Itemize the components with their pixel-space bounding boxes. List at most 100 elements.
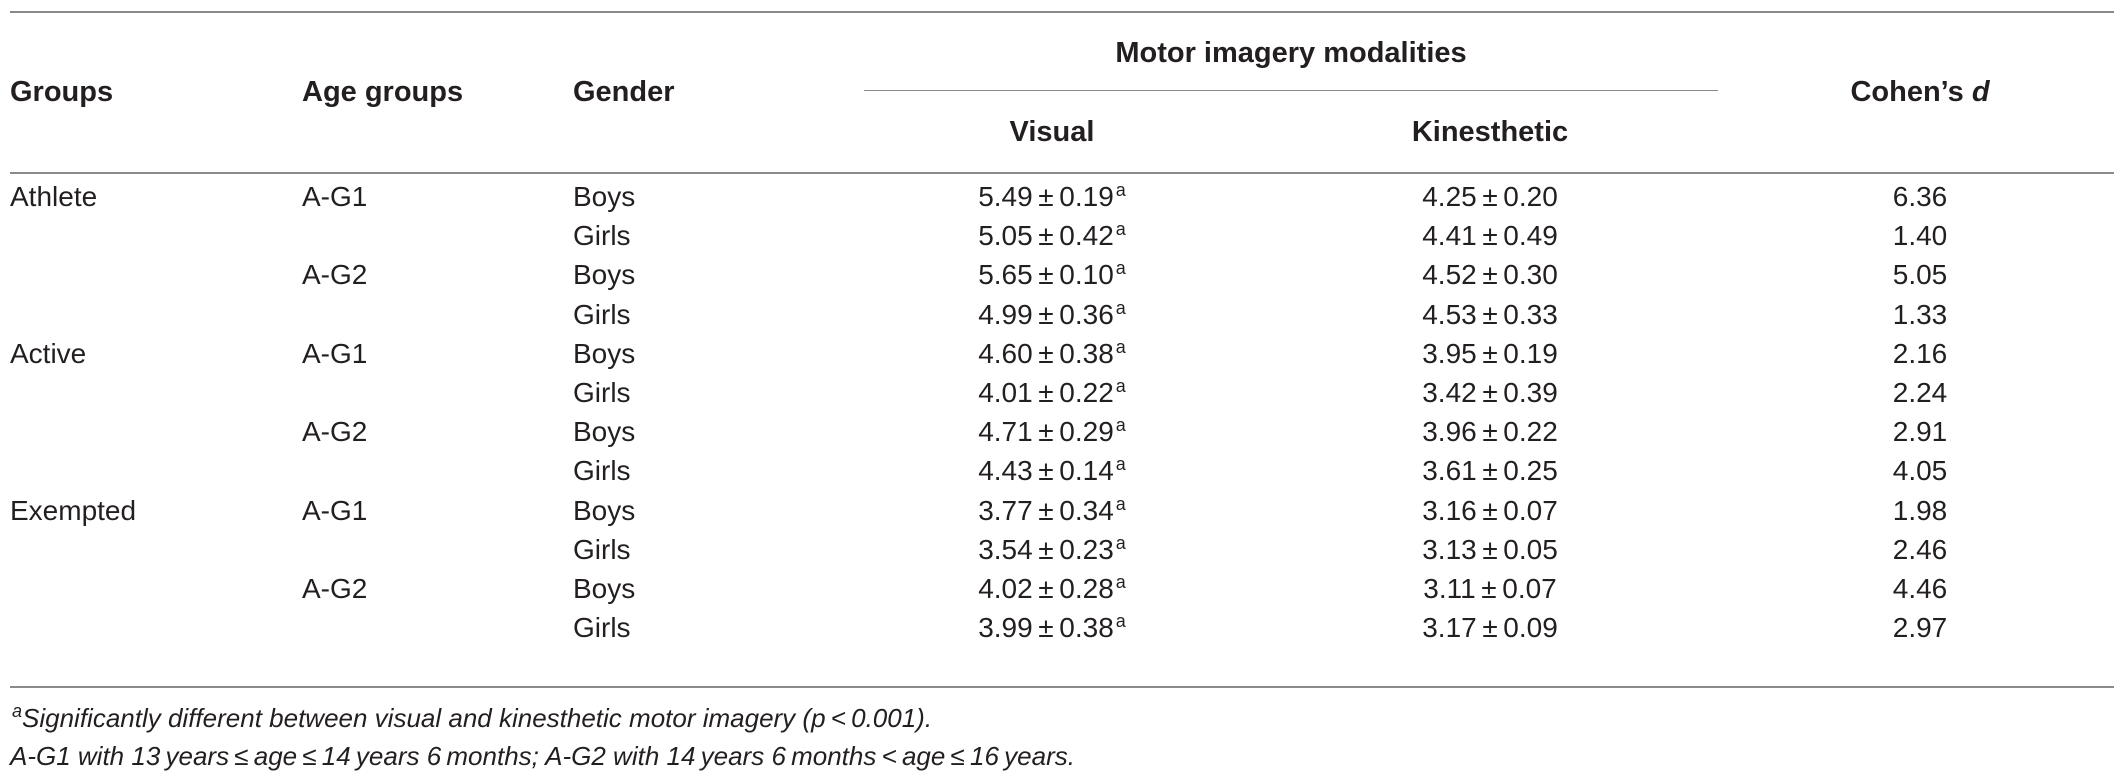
- cell-visual: 5.65 ± 0.10 a: [978, 258, 1126, 292]
- cell-gender-value: Boys: [573, 337, 636, 369]
- cell-cohens-d: 5.05: [1893, 258, 1948, 292]
- cell-gender: Girls: [573, 454, 631, 488]
- cell-visual-value: 4.60 ± 0.38: [978, 337, 1114, 369]
- cell-visual: 3.54 ± 0.23 a: [978, 533, 1126, 567]
- cell-kinesthetic: 3.96 ± 0.22: [1422, 415, 1558, 449]
- cell-gender-value: Boys: [573, 573, 636, 604]
- cell-kinesthetic: 4.53 ± 0.33: [1422, 298, 1558, 332]
- cell-cohens-d-value: 1.98: [1892, 494, 1948, 526]
- significance-marker: a: [1115, 376, 1126, 396]
- cell-kinesthetic-value: 3.42 ± 0.39: [1422, 377, 1558, 408]
- cell-cohens-d-value: 2.97: [1892, 612, 1948, 644]
- cell-cohens-d: 1.33: [1893, 298, 1948, 332]
- cell-group: Exempted: [10, 494, 136, 528]
- cell-cohens-d: 2.91: [1893, 415, 1948, 449]
- cell-cohens-d: 2.16: [1893, 337, 1948, 371]
- cell-group-value: Exempted: [10, 494, 137, 526]
- significance-marker: a: [1115, 611, 1126, 632]
- cell-age-group-value: A-G1: [302, 337, 368, 369]
- cell-age-group: A-G2: [302, 572, 367, 606]
- header-motor-imagery-modalities: Motor imagery modalities: [1115, 37, 1467, 69]
- cell-gender: Boys: [573, 258, 635, 292]
- cell-gender-value: Boys: [573, 416, 636, 448]
- cell-gender: Boys: [573, 572, 635, 606]
- cell-kinesthetic-value: 4.41 ± 0.49: [1422, 220, 1558, 252]
- header-cohens-d-symbol: d: [1971, 76, 1990, 108]
- cell-gender: Boys: [573, 180, 635, 214]
- cell-group: Active: [10, 337, 86, 371]
- cell-visual: 4.60 ± 0.38 a: [978, 337, 1126, 371]
- cell-age-group-value: A-G1: [302, 494, 368, 526]
- cell-kinesthetic-value: 3.11 ± 0.07: [1423, 573, 1557, 604]
- cell-group: Athlete: [10, 180, 97, 214]
- header-age-groups: Age groups: [302, 76, 464, 108]
- cell-gender-value: Boys: [573, 259, 636, 291]
- cell-kinesthetic-value: 3.61 ± 0.25: [1422, 455, 1558, 487]
- cell-cohens-d-value: 1.40: [1892, 220, 1948, 252]
- cell-gender: Boys: [573, 415, 635, 449]
- cell-visual-value: 5.65 ± 0.10: [978, 259, 1114, 291]
- cell-visual-value: 4.43 ± 0.14: [978, 455, 1114, 487]
- cell-visual-value: 4.02 ± 0.28: [978, 573, 1114, 604]
- cell-gender: Girls: [573, 376, 631, 410]
- cell-cohens-d-value: 2.46: [1892, 533, 1948, 565]
- cell-kinesthetic-value: 3.96 ± 0.22: [1422, 416, 1558, 448]
- header-kinesthetic: Kinesthetic: [1411, 116, 1569, 148]
- cell-visual: 4.43 ± 0.14 a: [978, 454, 1126, 488]
- cell-visual: 4.01 ± 0.22 a: [978, 376, 1126, 410]
- significance-marker: a: [1115, 454, 1126, 475]
- footnote-marker: a: [12, 701, 23, 721]
- cell-kinesthetic: 3.95 ± 0.19: [1422, 337, 1558, 371]
- table-bottom-rule: [10, 686, 2114, 688]
- cell-gender-value: Boys: [573, 181, 636, 212]
- cell-cohens-d-value: 6.36: [1892, 181, 1948, 212]
- cell-gender-value: Girls: [573, 455, 631, 487]
- cell-cohens-d: 1.98: [1893, 494, 1948, 528]
- header-span-rule: [864, 90, 1718, 91]
- header-cohens-label: Cohen’s: [1850, 76, 1972, 108]
- cell-gender: Girls: [573, 611, 631, 645]
- significance-marker: a: [1115, 415, 1126, 436]
- significance-marker: a: [1115, 180, 1126, 200]
- cell-age-group: A-G1: [302, 180, 367, 214]
- cell-cohens-d-value: 1.33: [1892, 298, 1948, 330]
- cell-visual: 3.77 ± 0.34 a: [978, 494, 1126, 528]
- cell-kinesthetic: 3.11 ± 0.07: [1423, 572, 1557, 606]
- cell-visual-value: 3.54 ± 0.23: [978, 533, 1114, 565]
- cell-visual: 5.49 ± 0.19 a: [978, 180, 1126, 214]
- cell-cohens-d-value: 4.46: [1892, 573, 1948, 604]
- cell-kinesthetic-value: 3.17 ± 0.09: [1422, 612, 1558, 644]
- significance-marker: a: [1115, 258, 1126, 279]
- cell-group-value: Active: [10, 337, 87, 369]
- cell-kinesthetic: 4.41 ± 0.49: [1422, 219, 1558, 253]
- cell-gender-value: Girls: [573, 298, 631, 330]
- cell-cohens-d: 1.40: [1893, 219, 1948, 253]
- cell-gender: Girls: [573, 219, 631, 253]
- cell-kinesthetic-value: 3.13 ± 0.05: [1422, 533, 1558, 565]
- footnote-significance: aSignificantly different between visual …: [10, 702, 932, 734]
- cell-cohens-d: 2.24: [1893, 376, 1948, 410]
- cell-cohens-d-value: 2.16: [1892, 337, 1948, 369]
- significance-marker: a: [1115, 572, 1126, 592]
- cell-age-group-value: A-G1: [302, 181, 368, 212]
- cell-cohens-d: 4.05: [1893, 454, 1948, 488]
- footnote-significance-text: Significantly different between visual a…: [22, 703, 933, 733]
- cell-age-group-value: A-G2: [302, 573, 368, 604]
- cell-gender: Girls: [573, 533, 631, 567]
- cell-cohens-d-value: 5.05: [1892, 259, 1948, 291]
- cell-cohens-d-value: 2.24: [1892, 377, 1948, 408]
- cell-group-value: Athlete: [10, 181, 98, 212]
- cell-cohens-d: 4.46: [1893, 572, 1948, 606]
- cell-visual: 5.05 ± 0.42 a: [978, 219, 1126, 253]
- cell-gender-value: Girls: [573, 220, 631, 252]
- cell-kinesthetic-value: 3.16 ± 0.07: [1422, 494, 1558, 526]
- significance-marker: a: [1115, 297, 1126, 318]
- cell-visual: 4.99 ± 0.36 a: [978, 298, 1126, 332]
- cell-visual-value: 4.71 ± 0.29: [978, 416, 1114, 448]
- cell-visual-value: 4.01 ± 0.22: [978, 377, 1114, 408]
- cell-visual: 3.99 ± 0.38 a: [978, 611, 1126, 645]
- cell-kinesthetic-value: 4.25 ± 0.20: [1422, 181, 1558, 212]
- significance-marker: a: [1115, 532, 1126, 553]
- cell-kinesthetic-value: 3.95 ± 0.19: [1422, 337, 1558, 369]
- cell-kinesthetic: 3.17 ± 0.09: [1422, 611, 1558, 645]
